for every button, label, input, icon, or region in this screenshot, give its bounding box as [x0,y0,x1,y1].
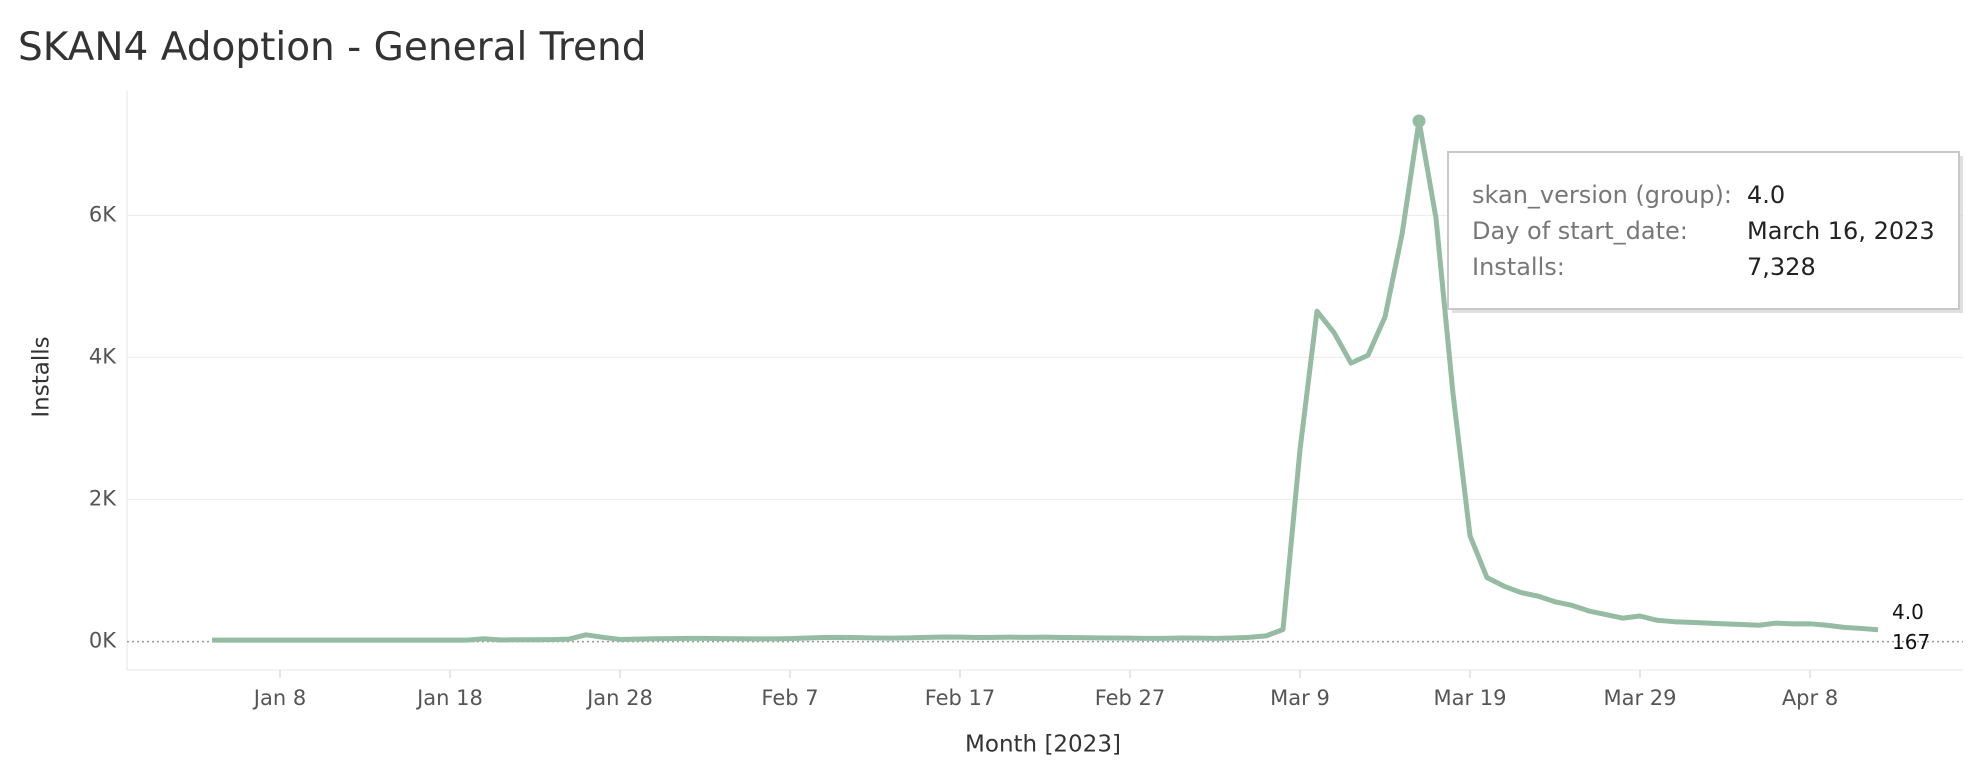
y-tick-label: 0K [89,629,117,653]
x-tick-label: Jan 28 [585,686,653,710]
y-tick-label: 2K [89,486,117,510]
tooltip-label: Day of start_date: [1472,217,1688,245]
y-tick-label: 4K [89,344,117,368]
y-axis-title: Installs [29,336,55,417]
x-axis-title: Month [2023] [965,732,1121,758]
tooltip-label: skan_version (group): [1472,181,1732,209]
x-tick-label: Mar 9 [1270,686,1330,710]
selected-point [1412,114,1426,128]
tooltip-value: 4.0 [1747,181,1785,209]
x-tick-label: Mar 29 [1603,686,1676,710]
tooltip-value: March 16, 2023 [1747,217,1935,245]
tooltip-label: Installs: [1472,253,1565,281]
x-tick-label: Jan 18 [415,686,483,710]
end-label-value: 167 [1892,630,1930,654]
end-label-series: 4.0 [1892,600,1924,624]
x-tick-label: Feb 17 [925,686,996,710]
tooltip-box [1447,151,1960,310]
y-tick-label: 6K [89,202,117,226]
series-line [212,118,1879,643]
x-tick-label: Feb 27 [1095,686,1166,710]
tooltip-value: 7,328 [1747,253,1816,281]
x-tick-label: Mar 19 [1433,686,1506,710]
tooltip: skan_version (group): 4.0 Day of start_dat… [1447,151,1963,313]
x-tick-label: Apr 8 [1782,686,1838,710]
x-tick-label: Feb 7 [761,686,818,710]
chart-title: SKAN4 Adoption - General Trend [18,25,646,70]
x-tick-label: Jan 8 [252,686,306,710]
